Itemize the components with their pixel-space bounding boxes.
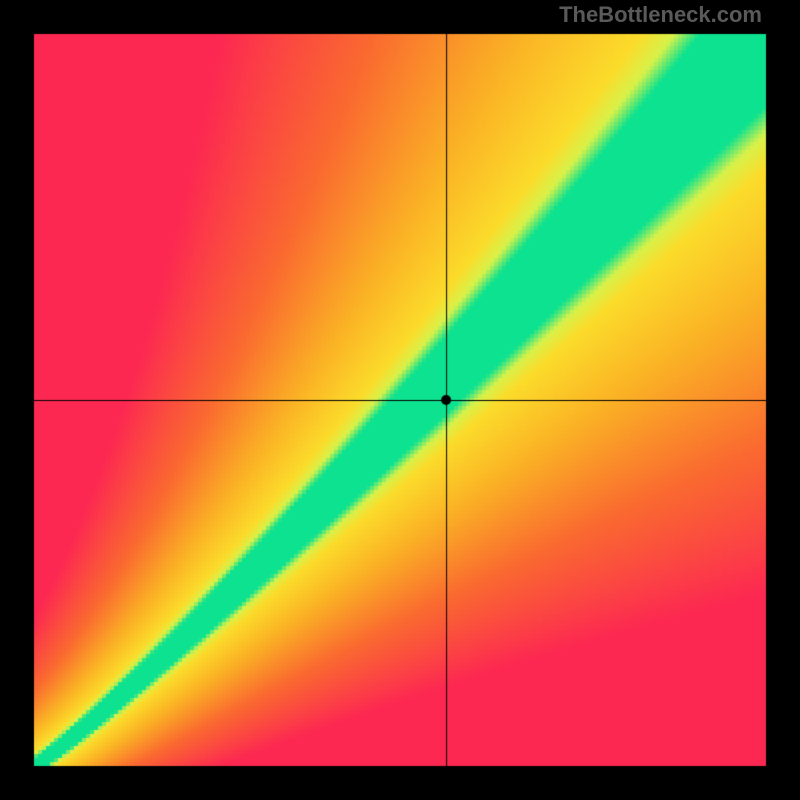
chart-container: TheBottleneck.com: [0, 0, 800, 800]
bottleneck-heatmap: [0, 0, 800, 800]
